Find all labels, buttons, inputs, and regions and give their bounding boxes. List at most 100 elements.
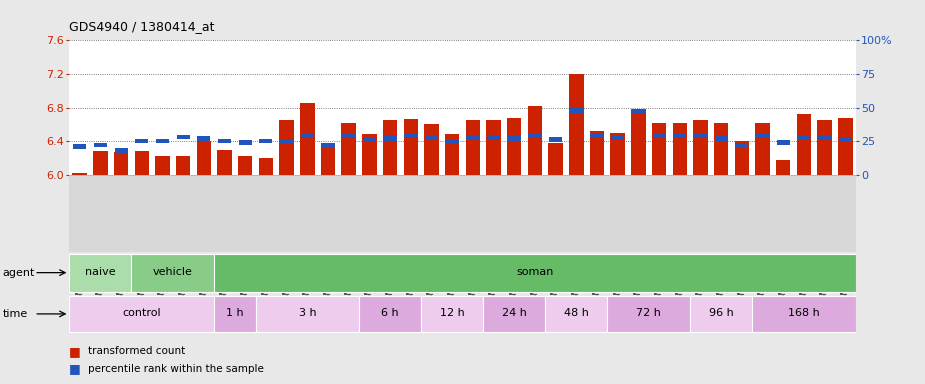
Bar <box>72 173 87 175</box>
Text: 12 h: 12 h <box>439 308 464 318</box>
Bar <box>690 296 752 332</box>
Text: 72 h: 72 h <box>636 308 661 318</box>
Bar <box>465 120 480 175</box>
Bar <box>508 136 521 141</box>
Bar <box>631 109 646 175</box>
Bar <box>425 124 438 175</box>
Bar <box>652 122 666 175</box>
Bar <box>197 136 210 141</box>
Text: control: control <box>122 308 161 318</box>
Bar <box>238 156 253 175</box>
Bar <box>693 120 708 175</box>
Bar <box>483 296 545 332</box>
Bar <box>176 156 191 175</box>
Bar <box>359 296 421 332</box>
Bar <box>752 296 856 332</box>
Bar <box>217 149 232 175</box>
Text: agent: agent <box>3 268 35 278</box>
Bar <box>69 254 131 292</box>
Bar <box>239 140 252 145</box>
Bar <box>445 134 460 175</box>
Bar <box>73 144 86 149</box>
Text: naive: naive <box>85 267 116 277</box>
Bar <box>796 114 811 175</box>
Bar <box>421 296 483 332</box>
Bar <box>255 296 359 332</box>
Bar <box>528 133 541 138</box>
Text: soman: soman <box>516 267 553 277</box>
Bar <box>215 254 856 292</box>
Bar <box>383 120 398 175</box>
Bar <box>69 296 215 332</box>
Bar <box>135 139 148 144</box>
Bar <box>446 139 459 144</box>
Bar <box>487 135 500 139</box>
Bar <box>608 296 690 332</box>
Text: percentile rank within the sample: percentile rank within the sample <box>88 364 264 374</box>
Bar <box>632 109 645 114</box>
Bar <box>425 135 438 139</box>
Bar <box>131 254 215 292</box>
Text: GDS4940 / 1380414_at: GDS4940 / 1380414_at <box>69 20 215 33</box>
Bar <box>735 143 748 147</box>
Bar <box>279 120 294 175</box>
Bar <box>155 156 169 175</box>
Bar <box>549 143 562 175</box>
Bar <box>215 296 255 332</box>
Bar <box>838 118 853 175</box>
Bar <box>341 122 356 175</box>
Bar <box>714 122 728 175</box>
Text: transformed count: transformed count <box>88 346 185 356</box>
Bar <box>93 151 107 175</box>
Bar <box>363 134 376 175</box>
Bar <box>404 133 417 138</box>
Bar <box>694 133 707 138</box>
Bar <box>114 152 129 175</box>
Bar <box>466 135 479 139</box>
Bar <box>652 133 666 138</box>
Bar <box>115 148 128 153</box>
Bar <box>218 139 231 144</box>
Bar <box>384 136 397 141</box>
Bar <box>507 118 522 175</box>
Text: 168 h: 168 h <box>788 308 820 318</box>
Bar <box>818 135 831 139</box>
Bar <box>672 122 687 175</box>
Bar <box>590 131 604 175</box>
Text: time: time <box>3 309 28 319</box>
Bar <box>756 133 769 138</box>
Bar <box>177 135 190 139</box>
Bar <box>134 151 149 175</box>
Bar <box>797 135 810 139</box>
Bar <box>569 74 584 175</box>
Text: ■: ■ <box>69 345 81 358</box>
Text: 96 h: 96 h <box>709 308 734 318</box>
Bar <box>301 133 314 138</box>
Bar <box>280 139 293 144</box>
Bar <box>487 120 500 175</box>
Bar <box>403 119 418 175</box>
Text: 48 h: 48 h <box>564 308 588 318</box>
Bar <box>321 143 335 175</box>
Text: 24 h: 24 h <box>501 308 526 318</box>
Bar <box>590 133 603 138</box>
Bar <box>611 135 624 139</box>
Bar <box>322 143 335 147</box>
Bar <box>734 141 749 175</box>
Bar <box>839 137 852 142</box>
Text: ■: ■ <box>69 362 81 375</box>
Bar <box>756 122 770 175</box>
Bar <box>527 106 542 175</box>
Bar <box>156 139 169 144</box>
Text: 3 h: 3 h <box>299 308 316 318</box>
Bar <box>300 103 314 175</box>
Bar <box>545 296 608 332</box>
Text: 6 h: 6 h <box>381 308 399 318</box>
Bar <box>259 139 273 144</box>
Bar <box>363 137 376 142</box>
Text: 1 h: 1 h <box>226 308 243 318</box>
Bar <box>610 133 625 175</box>
Bar <box>715 136 728 141</box>
Bar <box>818 120 832 175</box>
Bar <box>259 158 273 175</box>
